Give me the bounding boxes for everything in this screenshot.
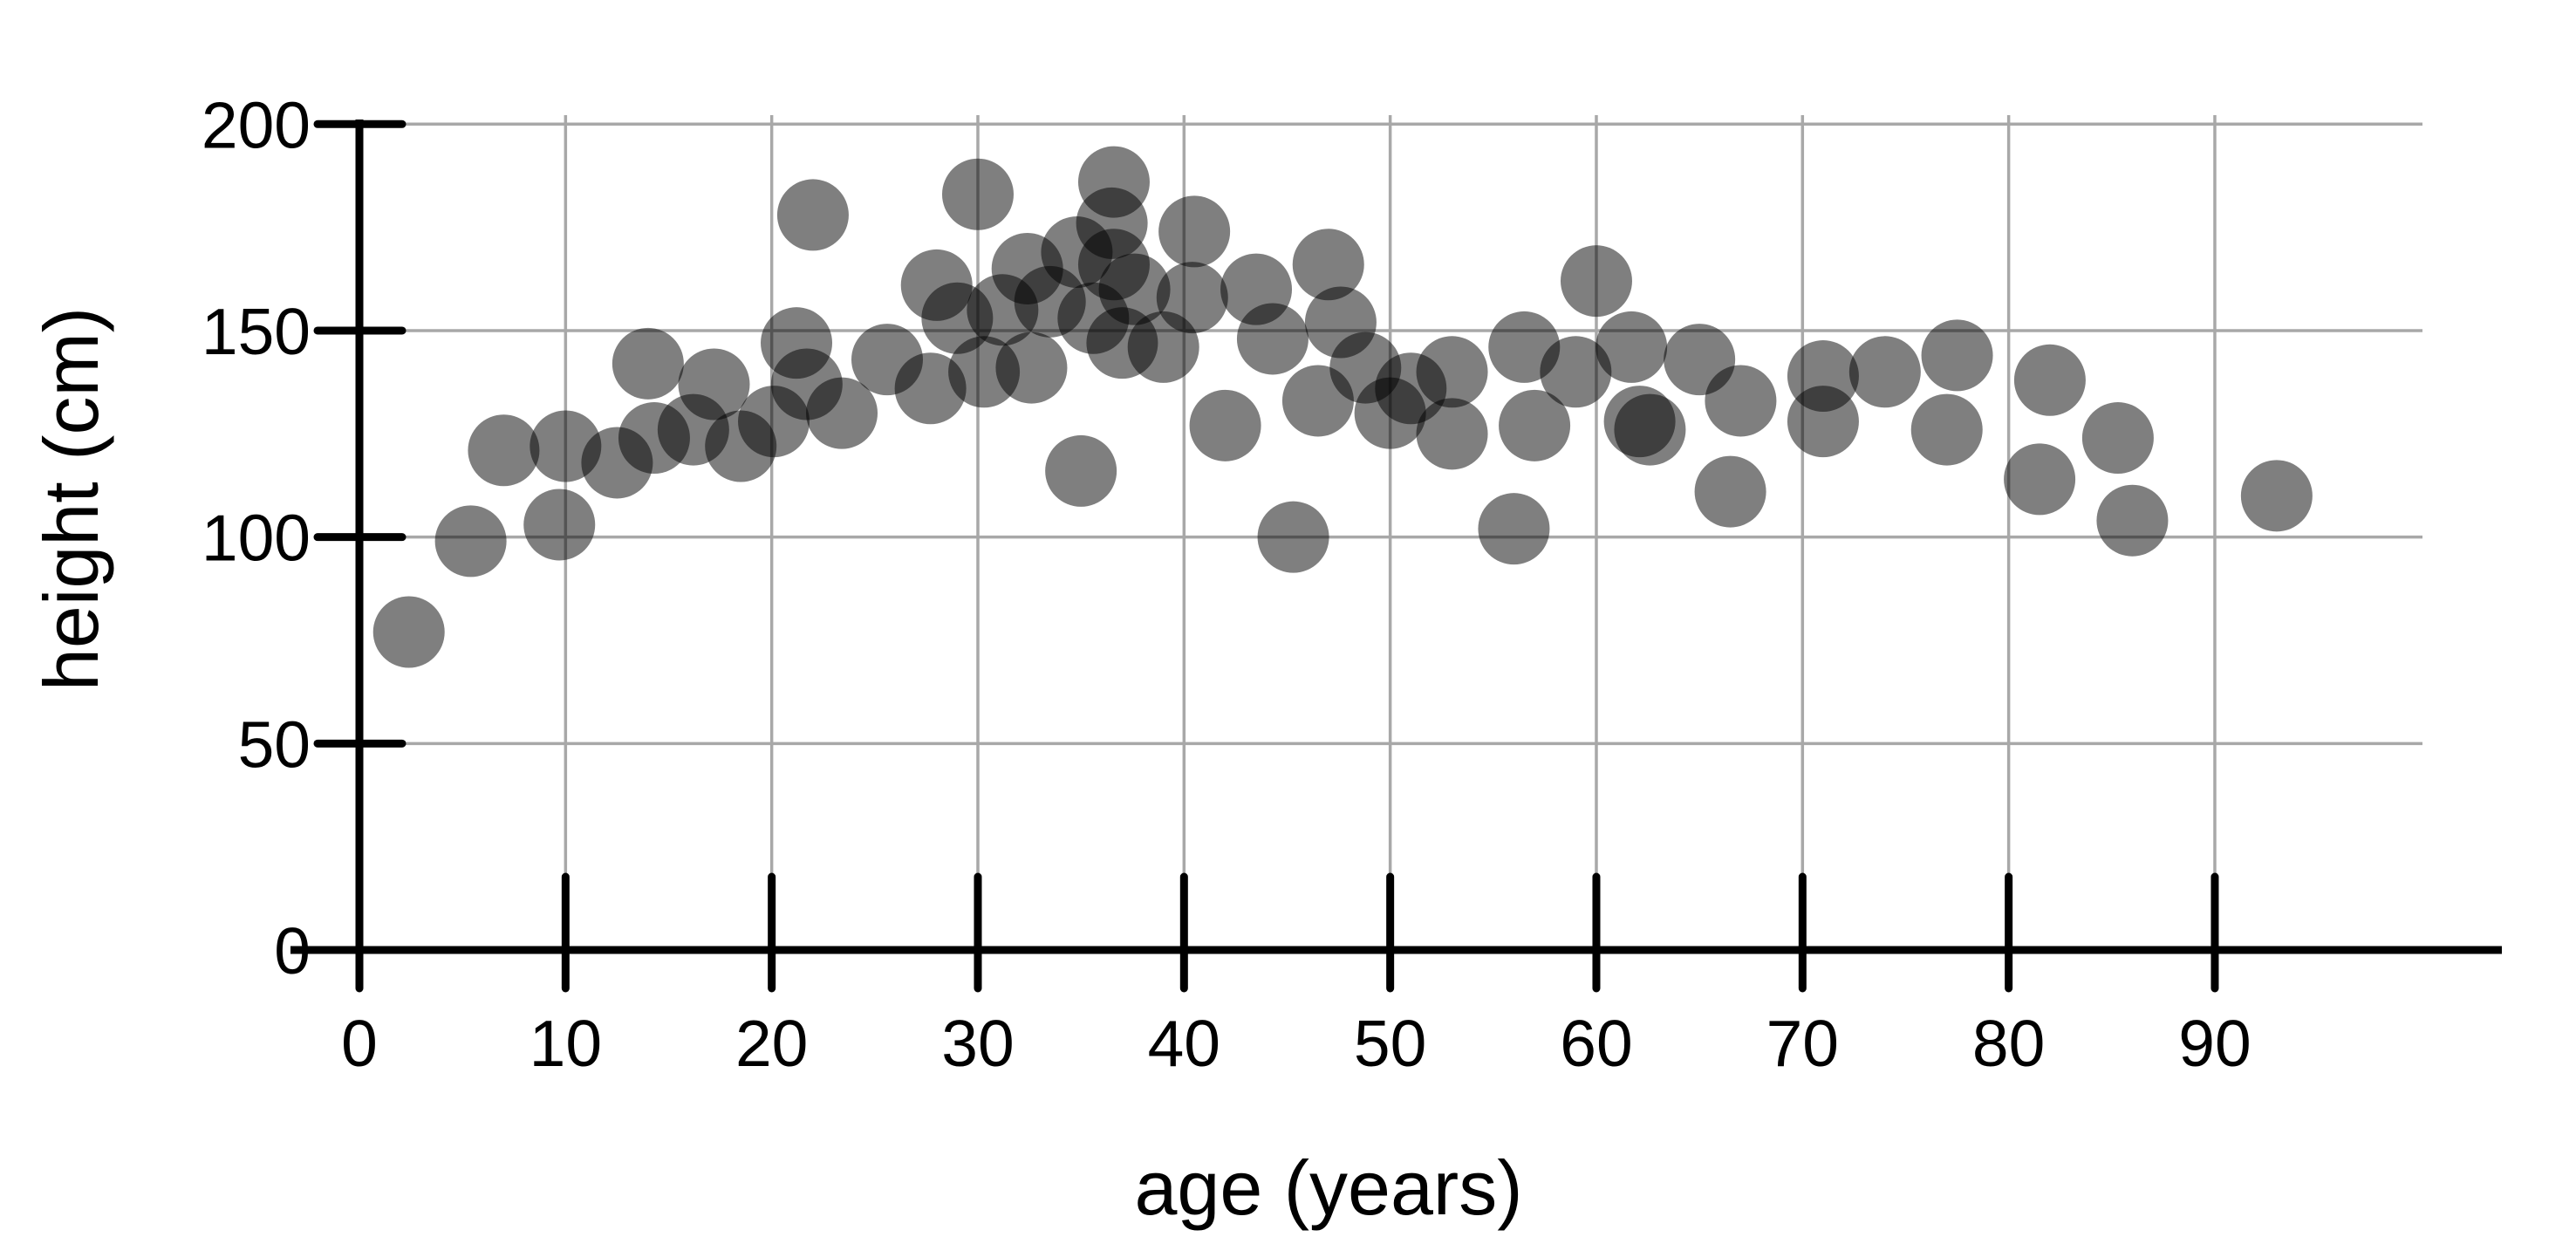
x-tick-label-90: 90 [2178, 1007, 2251, 1080]
data-point-24 [995, 331, 1068, 404]
data-point-47 [1416, 336, 1488, 408]
data-point-62 [1848, 336, 1921, 408]
data-point-0 [372, 596, 445, 668]
data-point-9 [678, 348, 750, 420]
data-point-6 [612, 327, 684, 400]
x-axis-title: age (years) [1134, 1145, 1522, 1231]
data-point-53 [1560, 245, 1632, 318]
data-point-59 [1705, 365, 1777, 437]
x-tick-label-20: 20 [735, 1007, 808, 1080]
y-tick-label-150: 150 [202, 295, 311, 368]
y-axis-title: height (cm) [28, 307, 114, 691]
data-point-35 [1156, 262, 1228, 334]
data-point-42 [1292, 229, 1364, 301]
axes [290, 120, 2502, 993]
data-point-48 [1416, 398, 1488, 470]
tick-labels: 0 10 20 30 40 50 60 70 80 90 0 50 100 150 200 [202, 88, 2251, 1080]
x-tick-label-60: 60 [1560, 1007, 1632, 1080]
data-points [372, 146, 2313, 668]
data-point-27 [1045, 434, 1117, 507]
x-tick-label-40: 40 [1148, 1007, 1220, 1080]
data-point-68 [2096, 484, 2169, 557]
data-point-20 [941, 158, 1014, 230]
data-point-61 [1787, 386, 1859, 458]
data-point-39 [1236, 303, 1308, 375]
x-tick-label-0: 0 [341, 1007, 378, 1080]
x-tick-label-10: 10 [530, 1007, 602, 1080]
data-point-67 [2081, 402, 2154, 475]
data-point-52 [1540, 336, 1612, 408]
x-tick-label-50: 50 [1354, 1007, 1426, 1080]
data-point-40 [1257, 501, 1329, 573]
data-point-14 [776, 179, 849, 251]
x-tick-label-80: 80 [1972, 1007, 2045, 1080]
data-point-58 [1694, 455, 1766, 528]
y-tick-label-0: 0 [274, 914, 311, 988]
data-point-2 [468, 414, 540, 487]
data-point-56 [1614, 393, 1686, 466]
data-point-66 [2013, 344, 2086, 416]
data-point-64 [1921, 319, 1993, 392]
data-point-1 [434, 505, 507, 577]
x-tick-label-70: 70 [1766, 1007, 1839, 1080]
y-tick-label-100: 100 [202, 502, 311, 575]
data-point-15 [806, 377, 878, 449]
data-point-30 [1077, 146, 1150, 218]
data-point-63 [1910, 393, 1983, 466]
data-point-54 [1595, 311, 1668, 383]
data-point-51 [1499, 389, 1571, 461]
data-point-33 [1098, 253, 1171, 325]
data-point-69 [2240, 460, 2313, 532]
y-tick-label-50: 50 [238, 707, 311, 781]
x-tick-label-30: 30 [941, 1007, 1014, 1080]
data-point-65 [2004, 443, 2076, 516]
data-point-36 [1158, 195, 1231, 268]
data-point-3 [523, 489, 596, 561]
data-point-49 [1478, 493, 1550, 565]
data-point-37 [1189, 389, 1261, 461]
y-tick-label-200: 200 [202, 88, 311, 161]
